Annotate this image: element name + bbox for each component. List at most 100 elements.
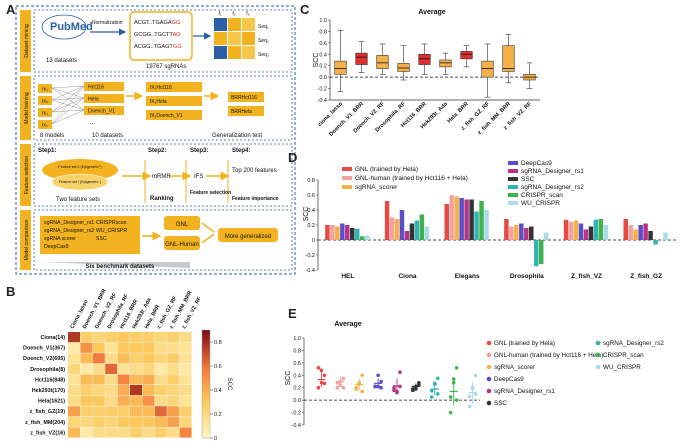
tools-right: CRISPRscan WU_CRISPR SSC — [96, 220, 127, 242]
heatmap-cell — [167, 385, 180, 396]
chart-c-ytick-label: 0.2 — [319, 64, 327, 70]
heatmap-cell — [68, 332, 80, 343]
bar — [469, 199, 474, 240]
brr-nodes: BRRHct116 BRRHela — [228, 92, 264, 116]
heatmap-row-label: Hela(1621) — [38, 399, 65, 405]
tool-name: CRISPRscan — [96, 220, 127, 226]
section-box — [33, 9, 293, 73]
chart-d-ylabel: SCC — [303, 207, 310, 222]
chart-d-ytick-label: 0 — [312, 238, 315, 244]
dot — [417, 380, 421, 385]
chart-d-ytick-label: 0.2 — [307, 223, 315, 229]
box — [502, 45, 515, 72]
heatmap-cell — [142, 332, 155, 343]
heatmap-cell — [80, 427, 93, 438]
heatmap-cell — [68, 342, 80, 353]
panel-e-label: E — [288, 306, 297, 321]
section-label: Model training — [24, 92, 30, 124]
chart-d-category-label: Drosophila — [510, 273, 544, 280]
heatmap-cell — [68, 353, 80, 364]
heatmap-cell — [142, 363, 155, 374]
colorbar-tick-label: 0.4 — [214, 388, 222, 394]
fx-node — [38, 84, 52, 93]
bar — [404, 231, 410, 240]
bar — [449, 195, 454, 240]
legend-swatch — [508, 161, 518, 165]
heatmap-row-label: Ciona(14) — [40, 335, 65, 341]
dot — [319, 368, 324, 373]
heatmap-cell — [92, 342, 105, 353]
panel-c: C Average SCC 1.0 0.8 0.6 0.4 0.2 0.0 -0.2 -0.4… — [300, 2, 540, 138]
dot — [354, 385, 359, 390]
feature-matrix-cell — [242, 32, 255, 45]
heatmap-cell — [167, 332, 180, 343]
dot — [341, 376, 346, 381]
chart-c-ytick-label: 0.8 — [319, 29, 327, 35]
bar — [593, 219, 599, 240]
heatmap-cell — [179, 406, 192, 417]
heatmap-cell — [167, 374, 180, 385]
tool-name: sgRNA scorer — [44, 236, 76, 242]
feature-matrix-cell — [228, 32, 241, 45]
bar — [389, 217, 395, 240]
heatmap-cell — [92, 332, 105, 343]
fx-node — [38, 120, 52, 129]
dot — [398, 370, 402, 374]
panel-c-label: C — [300, 2, 310, 17]
heatmap-cell — [105, 416, 118, 427]
tools-box — [40, 216, 140, 254]
bar — [394, 219, 400, 240]
bar — [340, 223, 345, 240]
panel-d-label: D — [288, 150, 297, 165]
heatmap-cell — [167, 363, 180, 374]
bar — [529, 226, 534, 240]
benchmark-label: Six benchmark datasets — [86, 264, 155, 270]
brr-node — [228, 92, 264, 102]
bar — [583, 229, 589, 240]
section-bar-model-comparison — [20, 210, 31, 270]
brr-label: BRRHct116 — [231, 95, 257, 101]
feature-col-label: f₁ — [218, 11, 221, 17]
heatmap-cell — [105, 406, 118, 417]
box — [481, 60, 494, 78]
bar — [648, 231, 653, 240]
datasets-count: 13 datasets — [46, 58, 77, 64]
dot — [473, 373, 478, 378]
legend-label: sgRNA_Designer_rs1 — [494, 388, 555, 395]
feature-importance-label: Feature importance — [232, 196, 279, 202]
bar — [578, 223, 584, 240]
heatmap-cell — [167, 416, 180, 427]
heatmap-cell — [179, 342, 192, 353]
feature-set-ii-text: Feature set II (Epigenetic⁺) — [58, 165, 101, 169]
heatmap-cell — [130, 342, 142, 353]
legend-marker — [486, 388, 492, 394]
fx-model-label: fX₁Hct116 — [150, 85, 172, 91]
heatmap-cell — [142, 342, 155, 353]
legend-label: SSC — [494, 400, 507, 407]
heatmap-cell — [68, 427, 80, 438]
heatmap-cell — [142, 395, 155, 406]
dot — [379, 379, 383, 384]
legend-label: WU_CRISPR — [603, 364, 641, 371]
two-feature-sets: Two feature sets — [56, 197, 100, 203]
heatmap-cell — [130, 363, 142, 374]
panel-a-label: A — [6, 2, 16, 17]
heatmap-cell — [130, 353, 142, 364]
bar — [484, 210, 489, 240]
heatmap-cell — [117, 363, 130, 374]
box — [334, 60, 347, 75]
chart-d-ytick-label: 0.6 — [307, 193, 315, 199]
legend-label: GNL-human (trained by Hct116 + Hela) — [355, 175, 468, 182]
dot — [392, 388, 396, 393]
cell-line-node — [84, 106, 124, 115]
heatmap-cell — [117, 406, 130, 417]
legend-marker — [486, 340, 492, 346]
sequence-row: ACGG..TGAGTGG — [134, 44, 182, 50]
fx-model-node — [146, 110, 202, 120]
legend-swatch — [508, 201, 518, 205]
heatmap-cell — [167, 427, 180, 438]
seq-label: Seq₃ — [258, 52, 269, 58]
colorbar — [201, 329, 211, 439]
chart-e-ytick-label: 0.4 — [293, 373, 301, 379]
panel-a: A Dataset mining Model training Feature … — [6, 2, 296, 275]
